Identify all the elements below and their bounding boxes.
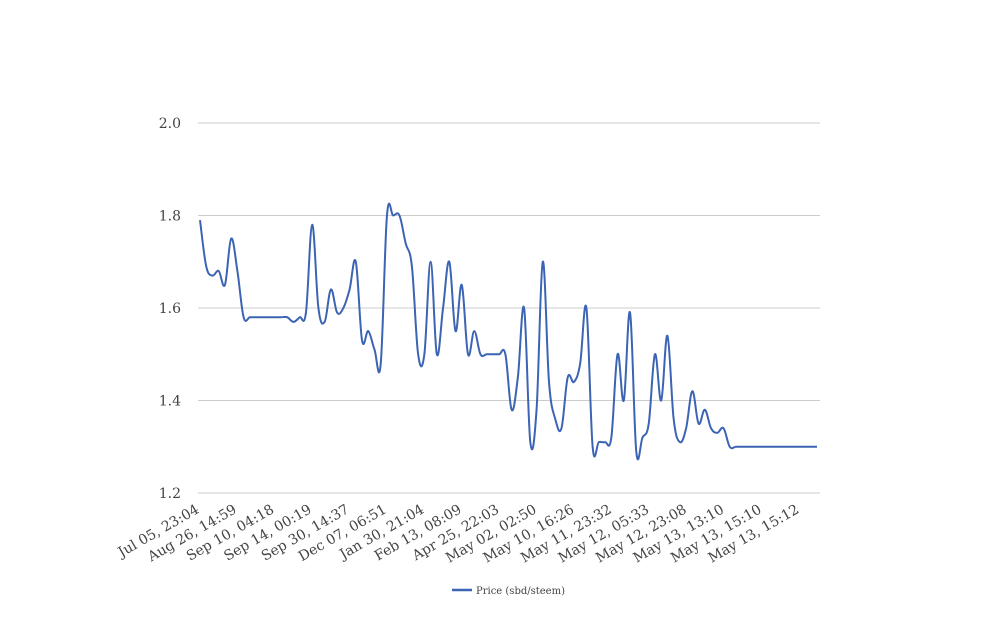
gridlines <box>198 122 820 494</box>
legend: Price (sbd/steem) <box>452 586 565 597</box>
y-axis-ticks: 2.0 1.8 1.6 1.4 1.2 <box>159 116 181 502</box>
legend-label: Price (sbd/steem) <box>476 586 565 597</box>
series-line-price <box>199 202 817 461</box>
y-tick-label: 1.4 <box>159 394 181 410</box>
y-tick-label: 1.8 <box>159 209 181 225</box>
y-tick-label: 1.2 <box>159 486 181 502</box>
y-tick-label: 2.0 <box>159 116 181 132</box>
series-layer <box>199 202 817 461</box>
y-tick-label: 1.6 <box>159 301 181 317</box>
